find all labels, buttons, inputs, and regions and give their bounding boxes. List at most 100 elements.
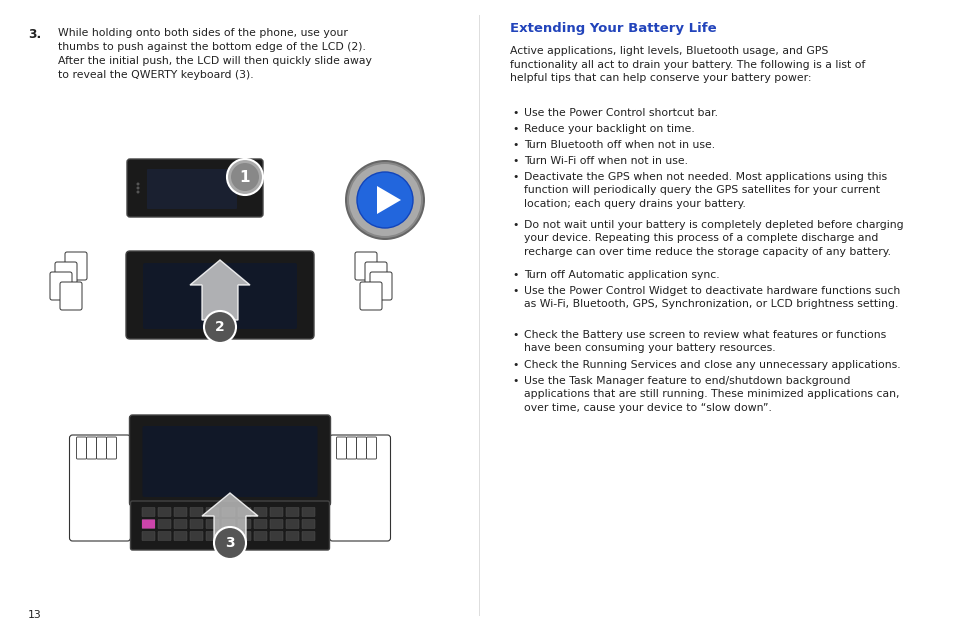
Text: Reduce your backlight on time.: Reduce your backlight on time. xyxy=(523,124,694,134)
FancyBboxPatch shape xyxy=(237,508,251,516)
Text: •: • xyxy=(512,286,517,296)
FancyBboxPatch shape xyxy=(173,532,187,541)
FancyBboxPatch shape xyxy=(206,520,219,529)
FancyBboxPatch shape xyxy=(206,508,219,516)
FancyBboxPatch shape xyxy=(270,508,283,516)
Text: Check the Battery use screen to review what features or functions
have been cons: Check the Battery use screen to review w… xyxy=(523,330,885,354)
Text: Turn Bluetooth off when not in use.: Turn Bluetooth off when not in use. xyxy=(523,140,715,150)
FancyBboxPatch shape xyxy=(237,532,251,541)
Polygon shape xyxy=(376,186,400,214)
Text: 3: 3 xyxy=(225,536,234,550)
Circle shape xyxy=(136,191,139,193)
Text: Do not wait until your battery is completely depleted before charging
your devic: Do not wait until your battery is comple… xyxy=(523,220,902,257)
Text: Active applications, light levels, Bluetooth usage, and GPS
functionality all ac: Active applications, light levels, Bluet… xyxy=(510,46,864,83)
FancyBboxPatch shape xyxy=(206,532,219,541)
Text: •: • xyxy=(512,156,517,166)
Polygon shape xyxy=(190,260,250,320)
FancyBboxPatch shape xyxy=(190,532,203,541)
FancyBboxPatch shape xyxy=(302,508,314,516)
Text: While holding onto both sides of the phone, use your
thumbs to push against the : While holding onto both sides of the pho… xyxy=(58,28,372,80)
FancyBboxPatch shape xyxy=(143,263,296,329)
Text: 3.: 3. xyxy=(28,28,41,41)
FancyBboxPatch shape xyxy=(173,508,187,516)
Circle shape xyxy=(356,172,413,228)
FancyBboxPatch shape xyxy=(130,415,330,506)
FancyBboxPatch shape xyxy=(190,520,203,529)
FancyBboxPatch shape xyxy=(158,520,171,529)
FancyBboxPatch shape xyxy=(329,435,390,541)
Text: •: • xyxy=(512,108,517,118)
FancyBboxPatch shape xyxy=(158,532,171,541)
Text: •: • xyxy=(512,376,517,386)
FancyBboxPatch shape xyxy=(55,262,77,290)
FancyBboxPatch shape xyxy=(286,508,298,516)
FancyBboxPatch shape xyxy=(366,437,376,459)
Text: Check the Running Services and close any unnecessary applications.: Check the Running Services and close any… xyxy=(523,360,900,370)
Text: Extending Your Battery Life: Extending Your Battery Life xyxy=(510,22,716,35)
FancyBboxPatch shape xyxy=(65,252,87,280)
Circle shape xyxy=(231,163,258,191)
Polygon shape xyxy=(202,493,257,543)
Text: •: • xyxy=(512,270,517,280)
Text: Turn Wi-Fi off when not in use.: Turn Wi-Fi off when not in use. xyxy=(523,156,687,166)
FancyBboxPatch shape xyxy=(96,437,107,459)
Text: Deactivate the GPS when not needed. Most applications using this
function will p: Deactivate the GPS when not needed. Most… xyxy=(523,172,886,209)
FancyBboxPatch shape xyxy=(190,508,203,516)
FancyBboxPatch shape xyxy=(70,435,131,541)
FancyBboxPatch shape xyxy=(126,251,314,339)
Text: Use the Power Control shortcut bar.: Use the Power Control shortcut bar. xyxy=(523,108,718,118)
Circle shape xyxy=(136,186,139,190)
FancyBboxPatch shape xyxy=(76,437,87,459)
FancyBboxPatch shape xyxy=(237,520,251,529)
FancyBboxPatch shape xyxy=(222,520,234,529)
FancyBboxPatch shape xyxy=(173,520,187,529)
FancyBboxPatch shape xyxy=(270,532,283,541)
FancyBboxPatch shape xyxy=(158,508,171,516)
FancyBboxPatch shape xyxy=(356,437,366,459)
FancyBboxPatch shape xyxy=(222,508,234,516)
FancyBboxPatch shape xyxy=(286,520,298,529)
FancyBboxPatch shape xyxy=(286,532,298,541)
FancyBboxPatch shape xyxy=(60,282,82,310)
Text: Turn off Automatic application sync.: Turn off Automatic application sync. xyxy=(523,270,719,280)
FancyBboxPatch shape xyxy=(302,520,314,529)
FancyBboxPatch shape xyxy=(147,169,236,209)
Text: Use the Task Manager feature to end/shutdown background
applications that are st: Use the Task Manager feature to end/shut… xyxy=(523,376,899,413)
Text: 2: 2 xyxy=(214,320,225,334)
FancyBboxPatch shape xyxy=(127,159,263,217)
FancyBboxPatch shape xyxy=(359,282,381,310)
FancyBboxPatch shape xyxy=(142,508,154,516)
FancyBboxPatch shape xyxy=(370,272,392,300)
FancyBboxPatch shape xyxy=(253,520,267,529)
Circle shape xyxy=(213,527,246,559)
FancyBboxPatch shape xyxy=(222,532,234,541)
FancyBboxPatch shape xyxy=(142,426,317,497)
FancyBboxPatch shape xyxy=(142,520,154,529)
Text: Use the Power Control Widget to deactivate hardware functions such
as Wi-Fi, Blu: Use the Power Control Widget to deactiva… xyxy=(523,286,900,309)
Text: •: • xyxy=(512,124,517,134)
FancyBboxPatch shape xyxy=(50,272,71,300)
FancyBboxPatch shape xyxy=(365,262,387,290)
FancyBboxPatch shape xyxy=(253,508,267,516)
FancyBboxPatch shape xyxy=(302,532,314,541)
FancyBboxPatch shape xyxy=(270,520,283,529)
Text: 13: 13 xyxy=(28,610,42,620)
Circle shape xyxy=(204,311,235,343)
FancyBboxPatch shape xyxy=(142,520,154,529)
FancyBboxPatch shape xyxy=(346,437,356,459)
Text: •: • xyxy=(512,172,517,182)
FancyBboxPatch shape xyxy=(336,437,346,459)
FancyBboxPatch shape xyxy=(253,532,267,541)
Text: •: • xyxy=(512,220,517,230)
Circle shape xyxy=(345,160,424,240)
Text: 1: 1 xyxy=(239,170,250,184)
Text: •: • xyxy=(512,140,517,150)
FancyBboxPatch shape xyxy=(142,532,154,541)
Text: •: • xyxy=(512,330,517,340)
FancyBboxPatch shape xyxy=(131,501,329,550)
Text: •: • xyxy=(512,360,517,370)
Circle shape xyxy=(136,183,139,186)
Circle shape xyxy=(349,164,420,236)
FancyBboxPatch shape xyxy=(87,437,96,459)
Circle shape xyxy=(347,162,422,238)
